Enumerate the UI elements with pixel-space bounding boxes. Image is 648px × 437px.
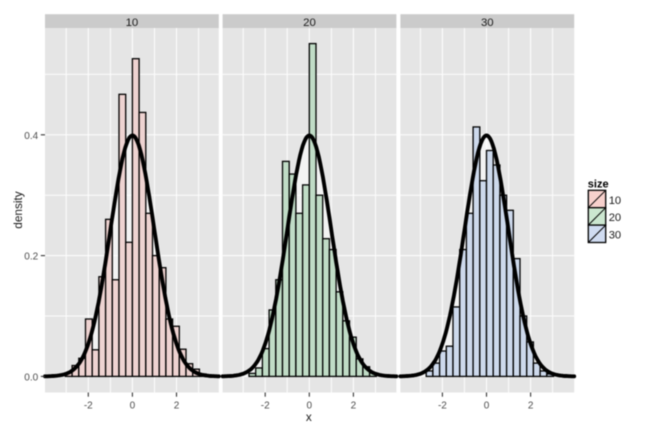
svg-text:20: 20 — [303, 17, 316, 29]
svg-text:30: 30 — [609, 230, 621, 242]
svg-text:10: 10 — [126, 17, 139, 29]
svg-text:2: 2 — [528, 401, 534, 412]
svg-text:20: 20 — [609, 212, 621, 224]
svg-text:0: 0 — [307, 401, 313, 412]
svg-text:-2: -2 — [438, 401, 447, 412]
svg-text:2: 2 — [351, 401, 357, 412]
svg-text:2: 2 — [174, 401, 180, 412]
svg-text:10: 10 — [609, 195, 621, 207]
svg-text:0: 0 — [484, 401, 490, 412]
svg-text:-2: -2 — [84, 401, 93, 412]
svg-text:30: 30 — [481, 17, 494, 29]
svg-text:0.2: 0.2 — [24, 252, 38, 263]
svg-text:0: 0 — [130, 401, 136, 412]
svg-text:0.4: 0.4 — [24, 131, 38, 142]
svg-text:0.0: 0.0 — [24, 372, 38, 383]
svg-text:size: size — [588, 178, 609, 190]
svg-text:x: x — [306, 410, 312, 424]
svg-text:density: density — [11, 191, 25, 228]
svg-text:-2: -2 — [261, 401, 270, 412]
